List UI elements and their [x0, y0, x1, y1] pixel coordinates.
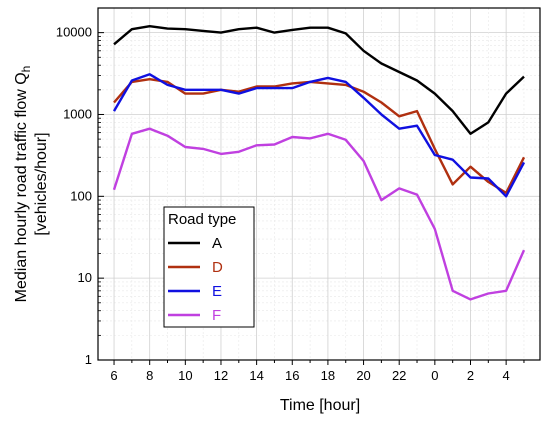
x-tick-label: 6	[110, 368, 117, 383]
series-line-E	[112, 73, 526, 198]
x-tick-label: 22	[392, 368, 406, 383]
legend-label-E: E	[212, 283, 222, 300]
y-tick-label: 1	[85, 352, 92, 367]
plot-frame	[97, 7, 541, 361]
axis-ticks: 1 10 100 1000 10000 6 8 10 12 14 16 18 20 22 0 2 4	[56, 7, 525, 383]
x-tick-label: 8	[146, 368, 153, 383]
x-tick-label: 14	[249, 368, 263, 383]
legend-label-A: A	[212, 235, 222, 252]
legend-label-D: D	[212, 259, 223, 276]
y-tick-label: 1000	[63, 106, 92, 121]
x-tick-label: 4	[503, 368, 510, 383]
x-axis-title: Time [hour]	[280, 397, 360, 414]
legend-label-F: F	[212, 307, 221, 324]
y-axis-title-line2: [vehicles/hour]	[33, 132, 50, 235]
y-axis-title-main: Median hourly road traffic flow Q	[13, 72, 30, 302]
legend-title: Road type	[168, 211, 236, 228]
y-tick-label: 10	[78, 270, 92, 285]
x-tick-label: 0	[431, 368, 438, 383]
y-axis-title-subscript: h	[19, 66, 33, 73]
y-tick-label: 100	[70, 188, 92, 203]
series-line-F	[112, 127, 526, 301]
x-tick-label: 12	[214, 368, 228, 383]
x-tick-label: 10	[178, 368, 192, 383]
series-line-D	[113, 77, 526, 195]
x-tick-label: 18	[321, 368, 335, 383]
series-lines	[112, 25, 526, 301]
y-axis-title-line1: Median hourly road traffic flow Qh	[13, 66, 33, 303]
x-tick-label: 16	[285, 368, 299, 383]
series-line-A	[113, 25, 525, 136]
y-tick-label: 10000	[56, 25, 92, 40]
x-tick-label: 2	[467, 368, 474, 383]
x-tick-label: 20	[356, 368, 370, 383]
